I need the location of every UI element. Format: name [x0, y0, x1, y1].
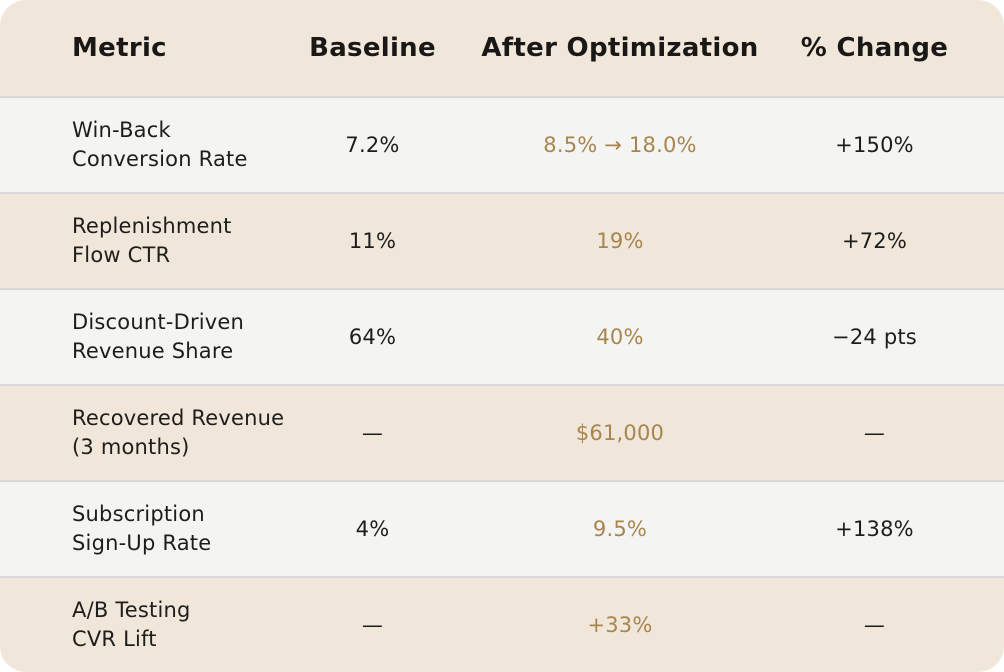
metric-label: Discount-Driven Revenue Share — [0, 308, 280, 366]
after-optimization-value: 19% — [596, 229, 644, 253]
baseline-value: 11% — [348, 229, 397, 253]
metric-label-line2: Flow CTR — [72, 243, 171, 267]
baseline-value: 7.2% — [345, 133, 400, 157]
percent-change-value: +150% — [835, 133, 914, 157]
table-row-ab-testing-cvr-lift: A/B Testing CVR Lift — +33% — — [0, 576, 1004, 672]
metric-label-line1: Replenishment — [72, 214, 232, 238]
metric-label-line2: (3 months) — [72, 435, 190, 459]
percent-change-value: +138% — [835, 517, 914, 541]
baseline-value: — — [361, 421, 384, 445]
percent-change-value: — — [863, 421, 886, 445]
column-header-after-optimization: After Optimization — [481, 33, 759, 63]
metric-label-line1: Win-Back — [72, 118, 171, 142]
column-header-percent-change: % Change — [800, 33, 949, 63]
percent-change-value: — — [863, 613, 886, 637]
column-header-baseline: Baseline — [309, 33, 436, 63]
after-optimization-value: $61,000 — [575, 421, 665, 445]
table-row-recovered-revenue: Recovered Revenue (3 months) — $61,000 — — [0, 384, 1004, 480]
metric-label-line2: Sign-Up Rate — [72, 531, 212, 555]
metric-label-line2: Revenue Share — [72, 339, 234, 363]
after-optimization-value: 40% — [596, 325, 644, 349]
column-header-metric: Metric — [72, 33, 167, 63]
metric-label-line2: CVR Lift — [72, 627, 157, 651]
baseline-value: 4% — [355, 517, 390, 541]
table-row-replenishment-flow-ctr: Replenishment Flow CTR 11% 19% +72% — [0, 192, 1004, 288]
metric-label: A/B Testing CVR Lift — [0, 596, 280, 654]
metric-label: Win-Back Conversion Rate — [0, 116, 280, 174]
percent-change-value: −24 pts — [832, 325, 917, 349]
metric-label-line1: Recovered Revenue — [72, 406, 285, 430]
metric-label-line1: Discount-Driven — [72, 310, 245, 334]
table-row-discount-driven-revenue-share: Discount-Driven Revenue Share 64% 40% −2… — [0, 288, 1004, 384]
baseline-value: — — [361, 613, 384, 637]
after-optimization-value: 9.5% — [592, 517, 648, 541]
metric-label-line2: Conversion Rate — [72, 147, 248, 171]
metric-label: Subscription Sign-Up Rate — [0, 500, 280, 558]
table-header-row: Metric Baseline After Optimization % Cha… — [0, 0, 1004, 96]
after-optimization-value: 8.5% → 18.0% — [543, 133, 697, 157]
metric-label: Recovered Revenue (3 months) — [0, 404, 285, 462]
after-optimization-value: +33% — [587, 613, 653, 637]
table-row-subscription-sign-up-rate: Subscription Sign-Up Rate 4% 9.5% +138% — [0, 480, 1004, 576]
table-row-win-back-conversion-rate: Win-Back Conversion Rate 7.2% 8.5% → 18.… — [0, 96, 1004, 192]
percent-change-value: +72% — [841, 229, 908, 253]
baseline-value: 64% — [348, 325, 397, 349]
metric-label-line1: A/B Testing — [72, 598, 191, 622]
metric-label: Replenishment Flow CTR — [0, 212, 280, 270]
metric-label-line1: Subscription — [72, 502, 205, 526]
